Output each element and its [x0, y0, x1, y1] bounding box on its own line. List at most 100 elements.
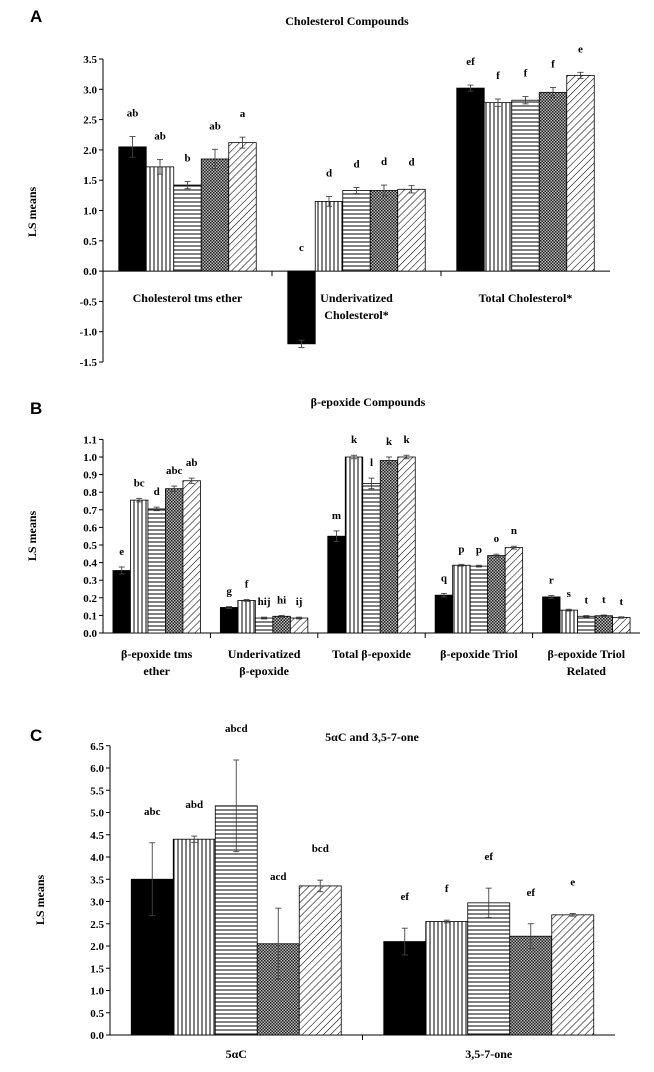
category-label: ether — [143, 664, 170, 678]
category-label: Cholesterol* — [324, 308, 388, 322]
significance-label: ef — [400, 891, 409, 903]
bar — [173, 184, 202, 272]
bar — [542, 596, 561, 634]
bar — [612, 617, 631, 634]
significance-label: hij — [258, 596, 271, 608]
bar — [298, 885, 342, 1036]
category-label: Related — [567, 664, 607, 678]
bar — [383, 941, 427, 1036]
bar — [200, 158, 230, 272]
y-tick-label: 3.0 — [90, 897, 104, 909]
bar — [219, 607, 239, 634]
bar — [551, 914, 595, 1036]
category-label: Cholesterol tms ether — [133, 291, 243, 305]
y-tick-label: -1.0 — [80, 327, 98, 339]
significance-label: p — [476, 544, 482, 556]
significance-label: abcd — [225, 723, 248, 735]
bar — [172, 838, 216, 1036]
chart-body-b: 0.0 0.1 0.2 0.3 0.4 0.5 0.6 0.7 0.8 0.9 1.0 1.1 e bcd… — [83, 434, 640, 678]
category-label: β-epoxide tms — [121, 647, 193, 661]
significance-label: s — [567, 588, 572, 600]
chart-body-a: -1.5-1.0-0.50.00.51.01.52.02.53.03.5abab… — [80, 43, 610, 369]
significance-label: f — [496, 70, 500, 82]
bar — [467, 902, 511, 1036]
y-tick-label: 6.5 — [90, 741, 104, 753]
bar — [456, 87, 485, 272]
category-label: Total Cholesterol* — [479, 291, 573, 305]
bar — [287, 270, 316, 345]
y-tick-label: 0.1 — [83, 610, 97, 622]
significance-label: bc — [134, 477, 145, 489]
bar — [425, 921, 469, 1036]
significance-label: d — [381, 156, 387, 168]
significance-label: o — [494, 533, 500, 545]
significance-label: g — [226, 586, 232, 598]
y-tick-label: 1.0 — [83, 206, 97, 218]
significance-label: f — [524, 68, 528, 80]
significance-label: abd — [185, 799, 203, 811]
significance-label: t — [619, 596, 623, 608]
significance-label: n — [511, 525, 517, 537]
y-axis-label: LS means — [33, 874, 47, 925]
category-label: β-epoxide — [239, 664, 289, 678]
y-tick-label: 5.0 — [90, 808, 104, 820]
significance-label: ab — [209, 120, 221, 132]
y-tick-label: 2.0 — [90, 941, 104, 953]
y-tick-label: 1.0 — [83, 452, 97, 464]
bar — [118, 146, 147, 272]
significance-label: bcd — [312, 843, 329, 855]
y-tick-label: 2.5 — [83, 115, 97, 127]
bar — [369, 190, 399, 272]
y-tick-label: 0.0 — [83, 266, 97, 278]
bar — [511, 99, 540, 272]
category-label: 5αC — [226, 1047, 247, 1061]
bar — [342, 190, 371, 272]
y-tick-label: 0.9 — [83, 470, 97, 482]
bar — [577, 615, 596, 634]
significance-label: ab — [186, 457, 198, 469]
category-label: 3,5-7-one — [465, 1047, 513, 1061]
significance-label: ef — [526, 887, 535, 899]
significance-label: l — [370, 457, 373, 469]
panel-a: A Cholesterol Compounds LS means -1.5 -1.… — [25, 7, 610, 369]
y-tick-label: 0.2 — [83, 593, 97, 605]
bar — [165, 488, 184, 634]
y-tick-label: 2.0 — [83, 145, 97, 157]
panel-letter: A — [30, 7, 42, 26]
significance-label: d — [326, 168, 332, 180]
y-tick-label: 1.5 — [90, 963, 104, 975]
bar — [483, 102, 513, 272]
category-label: Total β-epoxide — [332, 647, 412, 661]
significance-label: acd — [270, 871, 287, 883]
category-label: β-epoxide Triol — [548, 647, 626, 661]
y-axis-label: LS means — [25, 510, 39, 561]
y-tick-label: 0.5 — [83, 540, 97, 552]
y-tick-label: 1.5 — [83, 175, 97, 187]
bar — [434, 594, 454, 634]
bar — [566, 74, 595, 272]
y-tick-label: 0.3 — [83, 575, 97, 587]
panel-c: C 5αC and 3,5-7-one LS means 0.0 0.5 1.0 1.… — [30, 723, 615, 1061]
y-tick-label: 5.5 — [90, 785, 104, 797]
bar — [452, 564, 471, 634]
y-tick-label: 4.5 — [90, 830, 104, 842]
bar — [509, 935, 553, 1036]
chart-body-c: 0.0 0.5 1.0 1.5 2.0 2.5 3.0 3.5 4.0 4.5 5.0 5.5 6.0 6… — [90, 723, 615, 1061]
panel-b: B β-epoxide Compounds LS means 0.0 0.1 0.2… — [25, 395, 640, 678]
bar — [344, 456, 364, 634]
bar — [594, 615, 613, 634]
significance-label: hi — [277, 594, 286, 606]
y-tick-label: 4.0 — [90, 852, 104, 864]
bar — [228, 142, 257, 272]
y-tick-label: 0.4 — [83, 558, 97, 570]
y-tick-label: 2.5 — [90, 919, 104, 931]
panel-letter: B — [30, 399, 42, 418]
significance-label: ij — [296, 596, 303, 608]
bar — [538, 91, 568, 272]
bar — [145, 166, 175, 272]
bar — [182, 480, 201, 634]
y-tick-label: 6.0 — [90, 763, 104, 775]
significance-label: ef — [484, 851, 493, 863]
y-tick-label: 0.7 — [83, 505, 97, 517]
bar — [254, 617, 274, 634]
